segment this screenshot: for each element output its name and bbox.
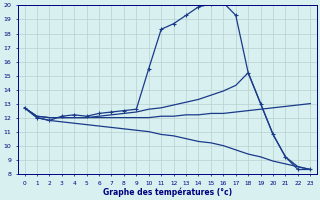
X-axis label: Graphe des températures (°c): Graphe des températures (°c) [103,187,232,197]
